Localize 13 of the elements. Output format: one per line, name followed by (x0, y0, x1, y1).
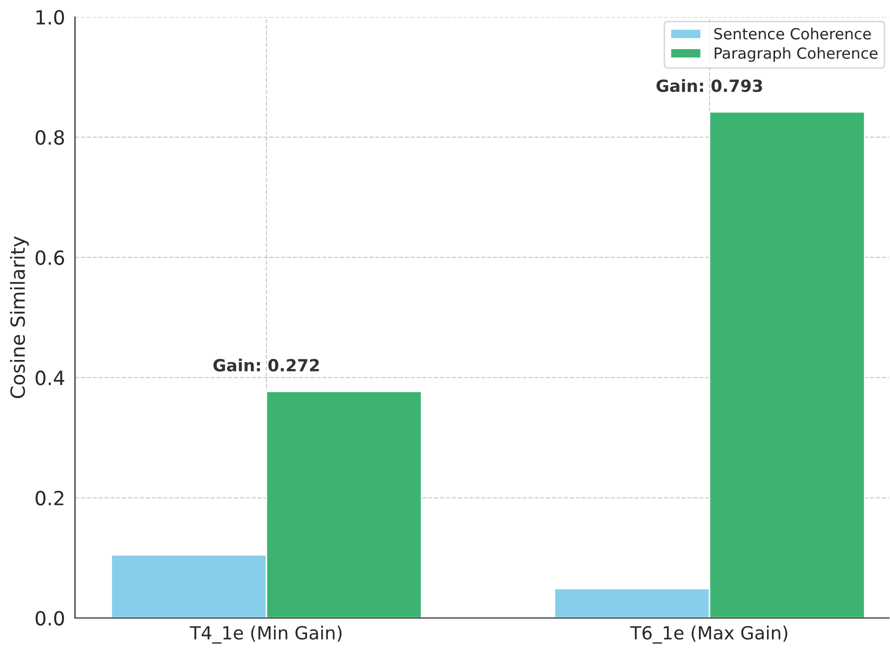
y-tick-label: 0.0 (36, 610, 64, 626)
y-tick-label: 0.6 (36, 250, 64, 266)
annotation: Gain: 0.272 (213, 358, 319, 372)
y-tick-label: 0.8 (36, 130, 64, 145)
y-tick-label: 1.0 (36, 10, 64, 25)
legend-label: Paragraph Coherence (714, 47, 878, 62)
annotation: Gain: 0.793 (656, 79, 762, 92)
legend-label: Sentence Coherence (714, 28, 871, 40)
y-tick-label: 0.4 (36, 370, 64, 386)
x-tick-label: T4_1e (Min Gain) (190, 626, 342, 644)
x-tick-label: T6_1e (Max Gain) (630, 626, 788, 644)
y-axis-title: Cosine Similarity (10, 236, 29, 398)
y-tick-label: 0.2 (36, 490, 64, 506)
